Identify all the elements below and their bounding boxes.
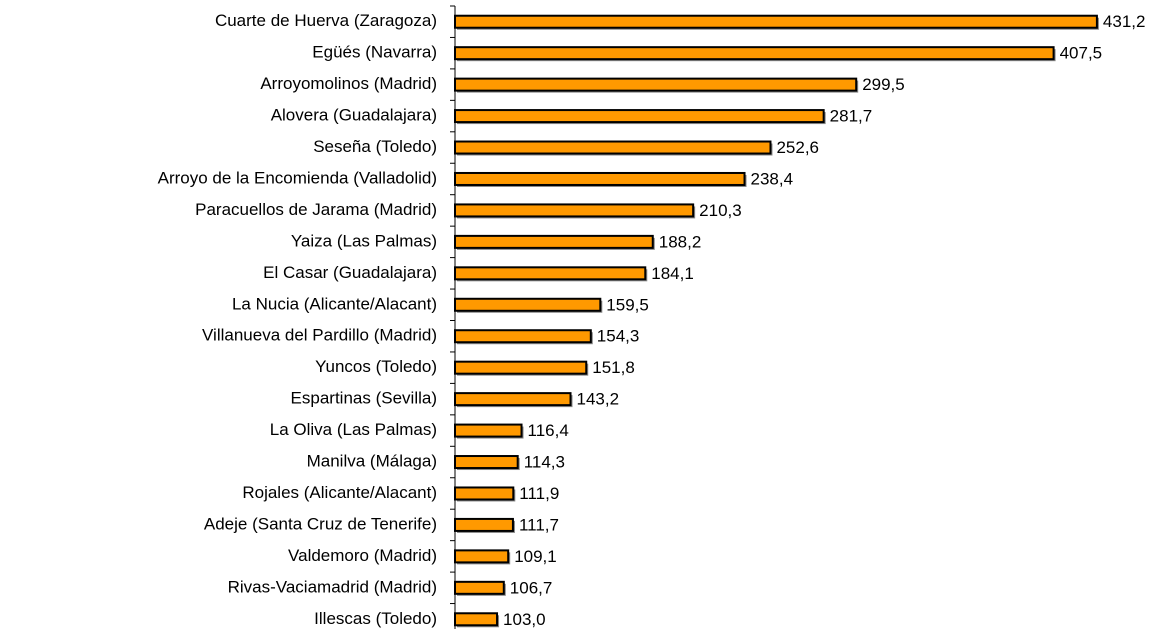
- y-tick-label: Cuarte de Huerva (Zaragoza): [215, 11, 437, 30]
- bar: [454, 580, 505, 595]
- data-label: 109,1: [514, 547, 557, 566]
- y-tick-label: La Nucia (Alicante/Alacant): [232, 294, 437, 313]
- y-tick-label: Rojales (Alicante/Alacant): [242, 483, 437, 502]
- data-label: 106,7: [510, 578, 553, 597]
- bar: [454, 14, 1098, 29]
- data-label: 151,8: [592, 358, 635, 377]
- data-label: 281,7: [830, 107, 873, 126]
- bar: [454, 549, 510, 564]
- data-label: 252,6: [776, 138, 819, 157]
- data-label: 159,5: [606, 295, 649, 314]
- data-label: 431,2: [1103, 12, 1146, 31]
- data-label: 188,2: [659, 232, 702, 251]
- bar: [454, 486, 515, 501]
- bar: [454, 297, 602, 312]
- y-tick-label: Yaiza (Las Palmas): [291, 231, 437, 250]
- y-tick-label: Illescas (Toledo): [314, 609, 437, 628]
- bar: [454, 140, 772, 155]
- bar: [454, 360, 588, 375]
- y-tick-label: Manilva (Málaga): [307, 452, 437, 471]
- bar: [454, 234, 654, 249]
- y-tick-label: El Casar (Guadalajara): [263, 263, 437, 282]
- data-label: 103,0: [503, 610, 546, 629]
- data-label: 111,9: [519, 484, 559, 503]
- data-label: 407,5: [1060, 44, 1103, 63]
- y-tick-label: Seseña (Toledo): [313, 137, 437, 156]
- data-label: 238,4: [751, 169, 794, 188]
- bar: [454, 203, 695, 218]
- y-tick-label: Adeje (Santa Cruz de Tenerife): [204, 514, 437, 533]
- y-tick-label: La Oliva (Las Palmas): [270, 420, 437, 439]
- y-tick-label: Arroyo de la Encomienda (Valladolid): [158, 168, 437, 187]
- bar: [454, 266, 647, 281]
- bar: [454, 77, 858, 92]
- bar: [454, 329, 592, 344]
- data-label: 143,2: [577, 390, 620, 409]
- y-tick-label: Valdemoro (Madrid): [288, 546, 437, 565]
- data-label: 210,3: [699, 201, 742, 220]
- bar: [454, 612, 499, 627]
- data-label: 184,1: [651, 264, 694, 283]
- y-tick-label: Yuncos (Toledo): [315, 357, 437, 376]
- y-tick-label: Paracuellos de Jarama (Madrid): [195, 200, 437, 219]
- bar: [454, 423, 523, 438]
- bar: [454, 392, 572, 407]
- data-label: 114,3: [524, 453, 565, 472]
- y-tick-label: Villanueva del Pardillo (Madrid): [202, 326, 437, 345]
- y-tick-label: Arroyomolinos (Madrid): [260, 74, 437, 93]
- bar: [454, 517, 514, 532]
- bar: [454, 109, 825, 124]
- bar: [454, 455, 519, 470]
- y-tick-label: Alovera (Guadalajara): [271, 106, 437, 125]
- y-tick-label: Egüés (Navarra): [312, 43, 437, 62]
- data-label: 111,7: [519, 515, 559, 534]
- y-tick-label: Espartinas (Sevilla): [291, 389, 437, 408]
- data-label: 154,3: [597, 327, 640, 346]
- y-tick-label: Rivas-Vaciamadrid (Madrid): [228, 577, 437, 596]
- data-label: 299,5: [862, 75, 905, 94]
- bar: [454, 46, 1055, 61]
- data-label: 116,4: [528, 421, 569, 440]
- bar: [454, 171, 746, 186]
